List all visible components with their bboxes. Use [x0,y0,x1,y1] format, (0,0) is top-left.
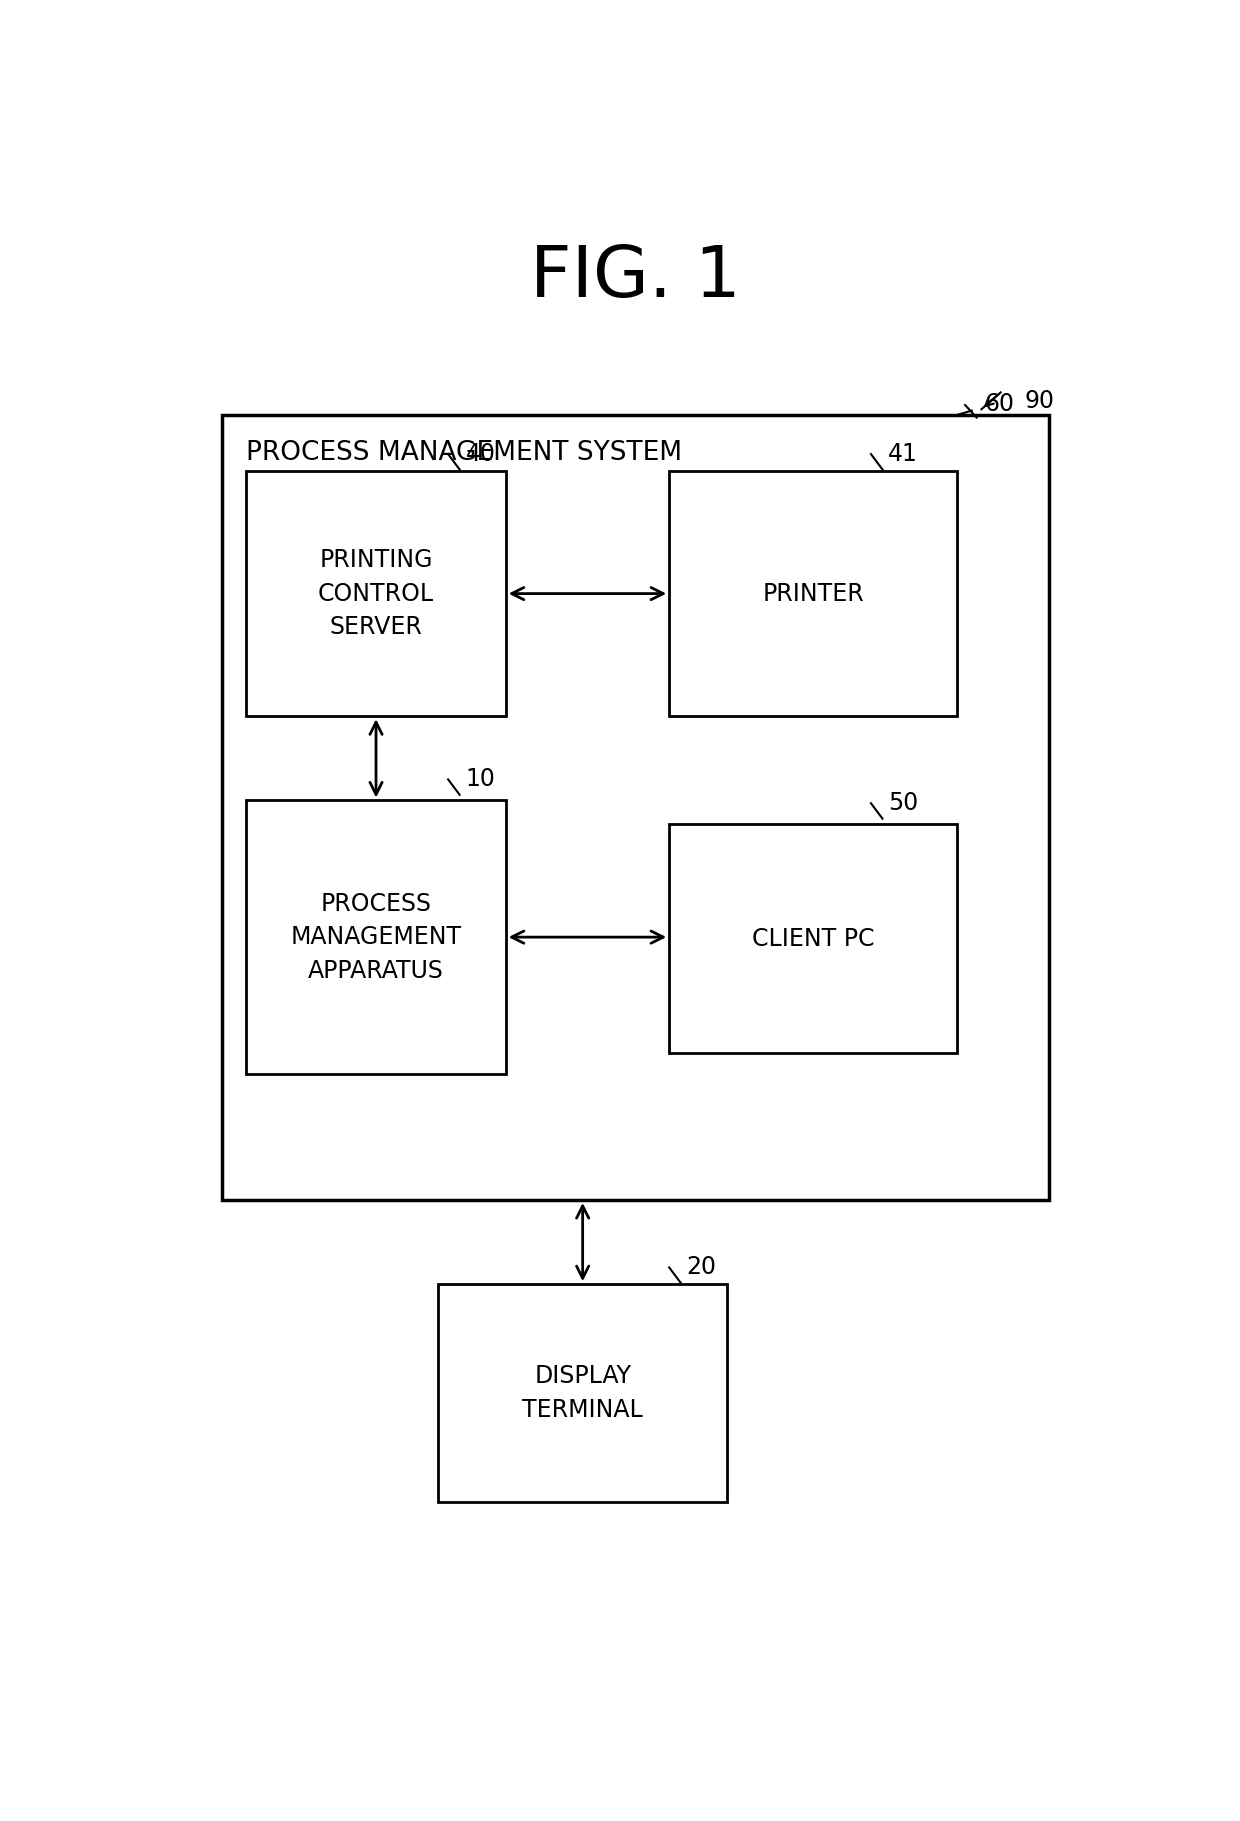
Text: PROCESS
MANAGEMENT
APPARATUS: PROCESS MANAGEMENT APPARATUS [290,892,461,983]
Text: DISPLAY
TERMINAL: DISPLAY TERMINAL [522,1364,644,1422]
Text: PRINTING
CONTROL
SERVER: PRINTING CONTROL SERVER [317,548,434,639]
Bar [670,472,957,716]
Text: 40: 40 [465,443,496,466]
Text: 60: 60 [985,392,1014,415]
Text: FIG. 1: FIG. 1 [531,242,740,311]
Text: 50: 50 [888,792,919,816]
Bar [247,801,506,1074]
Text: 10: 10 [465,767,495,792]
Text: 90: 90 [1024,390,1055,413]
Bar [670,825,957,1053]
Bar [247,472,506,716]
Bar [439,1284,727,1502]
Text: PROCESS MANAGEMENT SYSTEM: PROCESS MANAGEMENT SYSTEM [247,441,682,466]
Bar [222,415,1049,1200]
Text: PRINTER: PRINTER [763,581,864,606]
Text: 41: 41 [888,443,918,466]
Text: 20: 20 [687,1255,717,1280]
Text: CLIENT PC: CLIENT PC [751,927,874,951]
